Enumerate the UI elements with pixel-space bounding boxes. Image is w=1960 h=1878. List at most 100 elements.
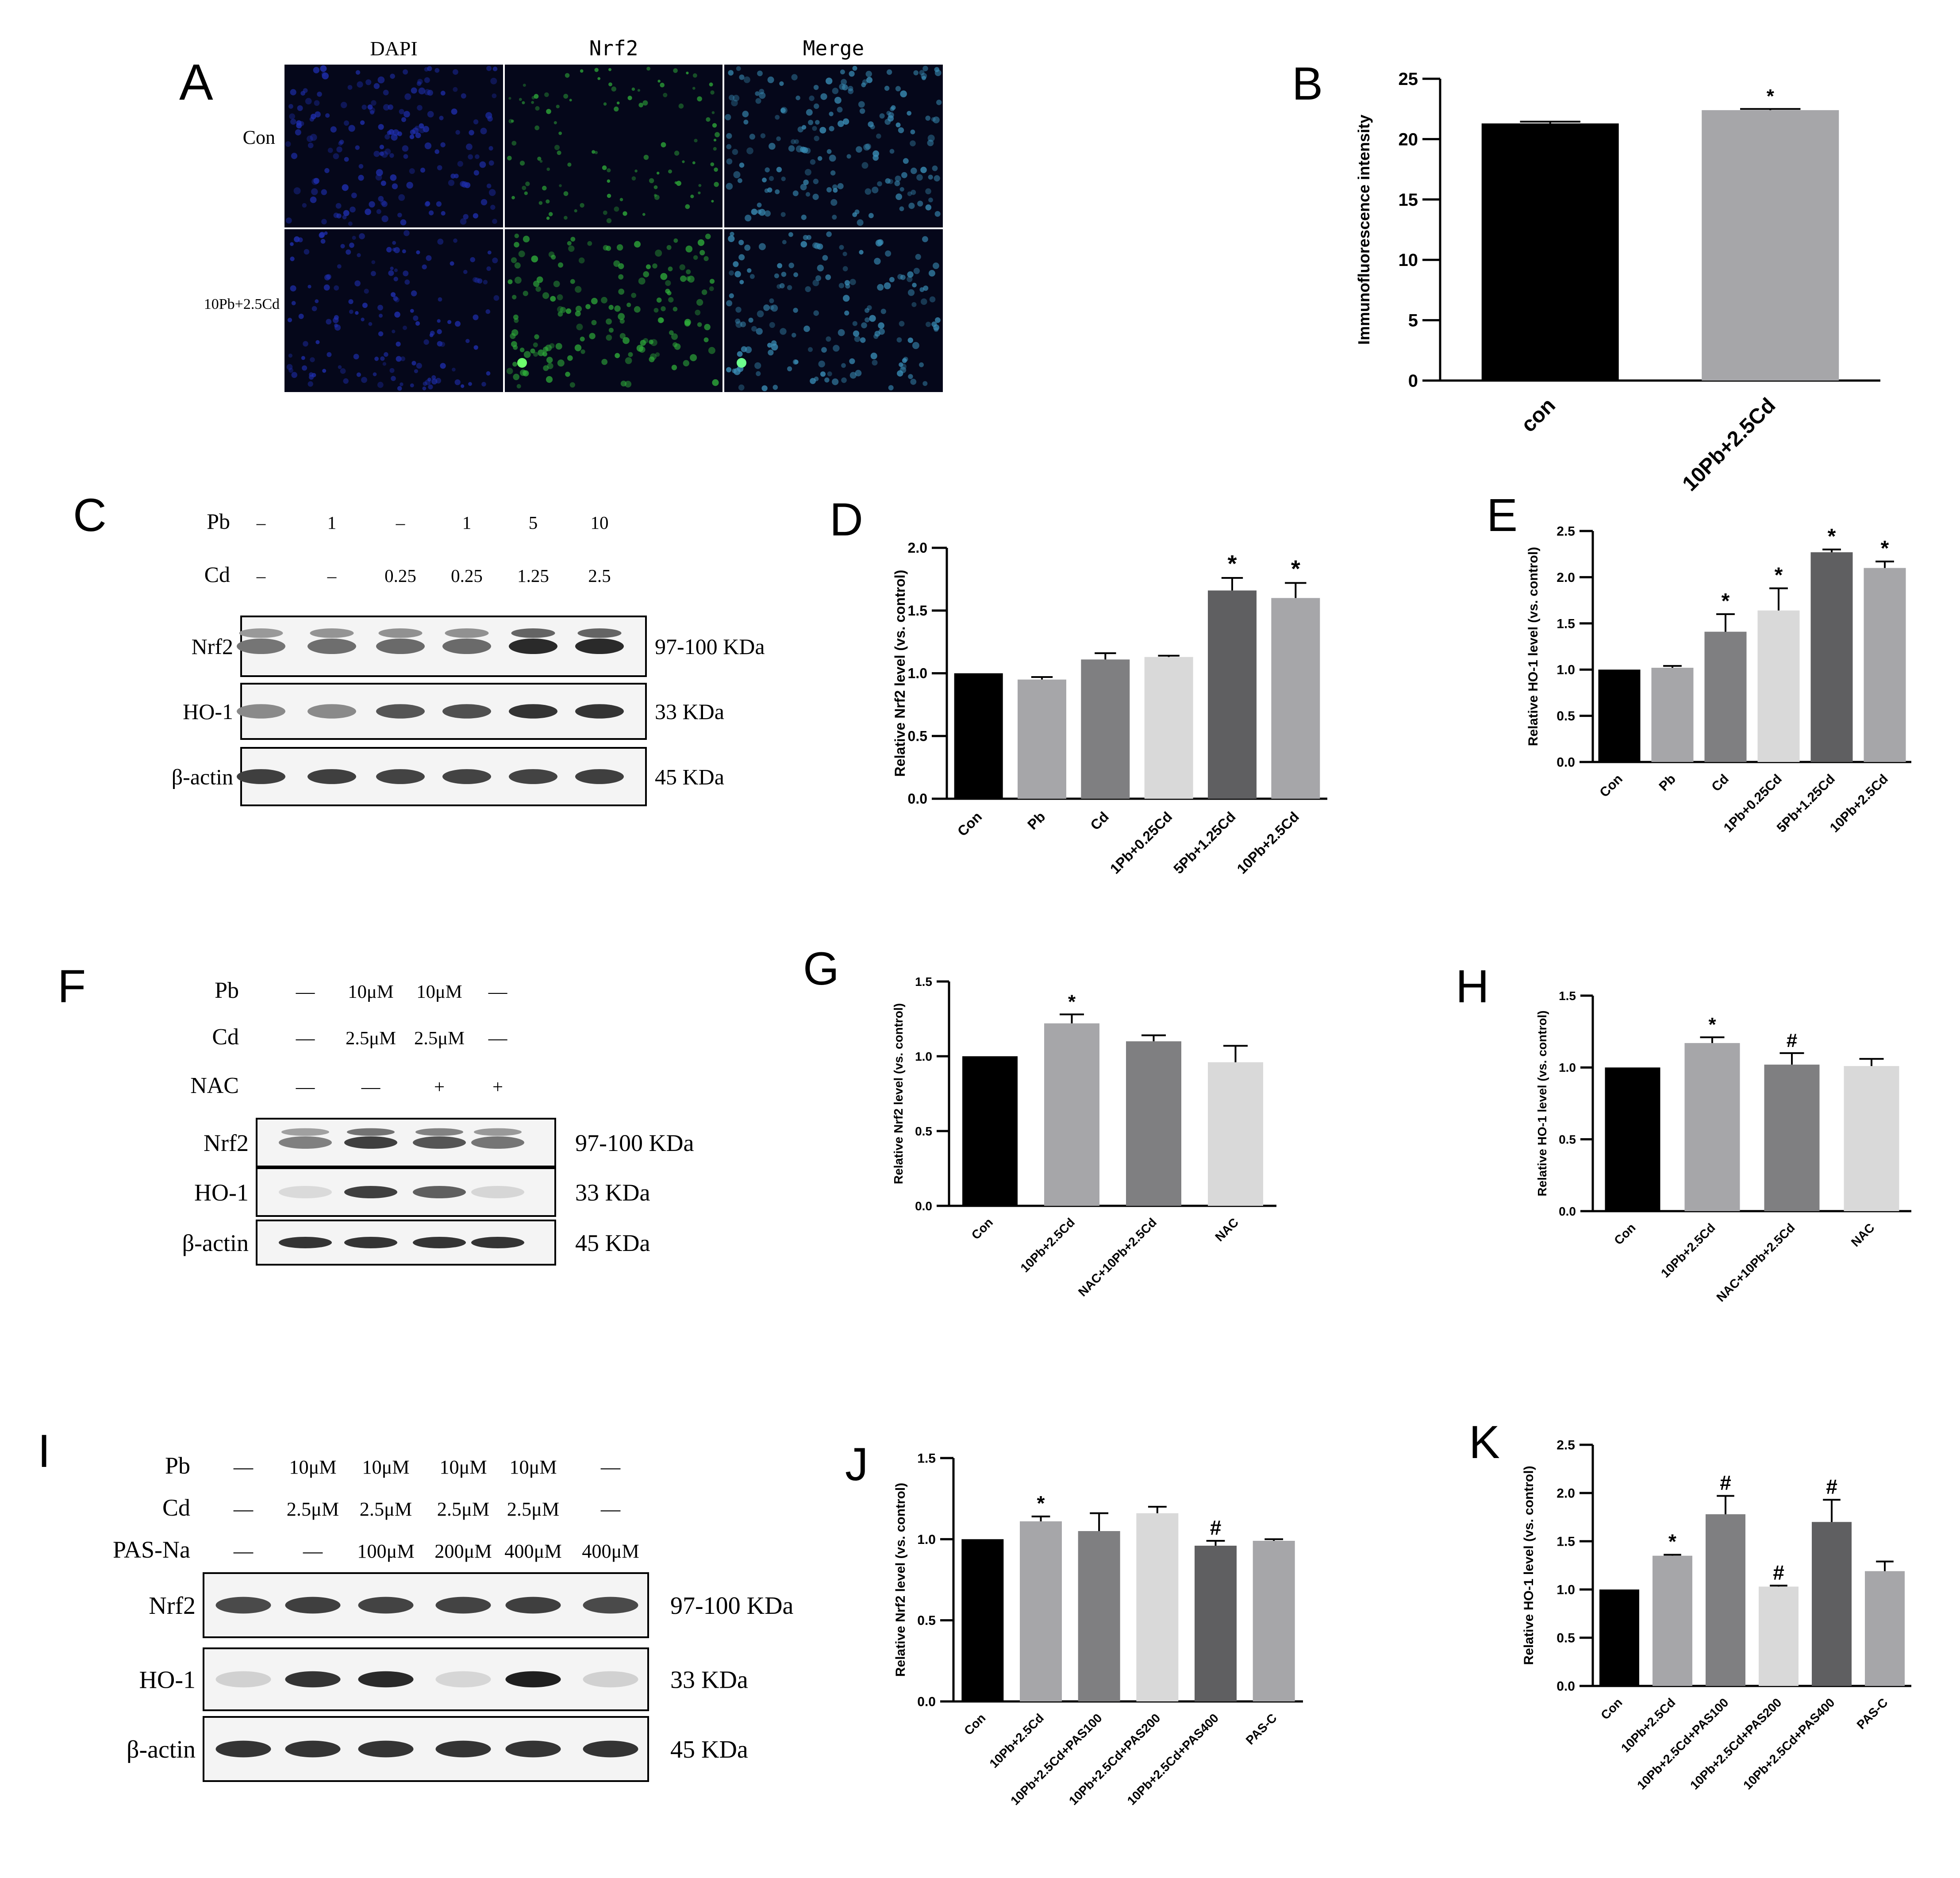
cell-dot: [910, 129, 915, 135]
cell-dot: [643, 271, 649, 277]
category-label: 10Pb+2.5Cd: [987, 1711, 1046, 1771]
lane-value: +: [434, 1077, 445, 1097]
cell-dot: [415, 132, 421, 139]
cell-dot: [771, 304, 778, 312]
cell-dot: [325, 113, 330, 118]
cell-dot: [386, 247, 392, 253]
lane-value: 0.25: [384, 566, 416, 586]
cell-dot: [814, 377, 819, 381]
cell-dot: [392, 247, 396, 252]
cell-dot: [434, 149, 439, 154]
cell-dot: [473, 119, 479, 124]
cell-dot: [848, 88, 854, 94]
cell-dot: [419, 127, 426, 133]
cell-dot: [326, 274, 331, 280]
cell-dot: [646, 264, 651, 269]
panel-letter-i: I: [38, 1425, 50, 1477]
cell-dot: [699, 250, 705, 256]
cell-dot: [849, 358, 855, 364]
cell-dot: [597, 77, 600, 80]
cell-dot: [820, 371, 826, 377]
cell-dot: [392, 129, 400, 136]
cell-dot: [928, 197, 933, 203]
lane-value: 1: [462, 512, 472, 533]
lane-value: —: [361, 1077, 380, 1097]
cell-dot: [410, 309, 414, 313]
cell-dot: [680, 275, 687, 282]
chart-h: 0.0 0.5 1.0 1.5 Relative HO-1 level (vs. con…: [1535, 989, 1911, 1305]
cell-dot: [910, 378, 917, 385]
cell-dot: [859, 250, 864, 255]
cell-dot: [631, 292, 637, 298]
category-label: PAS-C: [1854, 1696, 1891, 1732]
cell-dot: [849, 279, 856, 285]
cell-dot: [715, 132, 720, 138]
cell-dot: [601, 296, 607, 304]
bar: [1020, 1521, 1062, 1701]
cell-dot: [814, 103, 819, 109]
cell-dot: [738, 178, 742, 183]
band: [285, 1597, 341, 1614]
cell-dot: [334, 323, 338, 328]
cell-dot: [815, 275, 821, 281]
cell-dot: [511, 196, 515, 200]
lane-value: –: [327, 566, 337, 586]
cell-dot: [511, 341, 517, 347]
bar: [1044, 1023, 1099, 1206]
cell-dot: [307, 142, 314, 149]
category-label: Con: [1597, 772, 1626, 800]
cell-dot: [895, 193, 902, 200]
cell-dot: [422, 386, 427, 391]
bar: [1144, 657, 1193, 799]
cell-dot: [594, 151, 598, 154]
cell-dot: [802, 147, 808, 154]
cell-dot: [815, 120, 820, 125]
cell-dot: [589, 333, 596, 339]
cell-dot: [506, 368, 513, 374]
cell-dot: [907, 271, 914, 278]
cell-dot: [874, 258, 881, 265]
molecular-weight-label: 97-100 KDa: [670, 1592, 794, 1620]
significance-mark: #: [1773, 1561, 1784, 1584]
cell-dot: [304, 249, 310, 255]
cell-dot: [553, 121, 557, 124]
cell-dot: [781, 272, 787, 277]
cell-dot: [814, 135, 819, 141]
cell-dot: [618, 313, 625, 320]
cell-dot: [775, 115, 780, 120]
significance-mark: *: [1037, 1492, 1045, 1515]
cell-dot: [518, 250, 525, 258]
cell-dot: [671, 333, 678, 340]
cell-dot: [678, 103, 684, 109]
cell-dot: [608, 68, 611, 71]
cell-dot: [378, 331, 384, 337]
band: [471, 1136, 524, 1149]
band: [509, 638, 557, 654]
cell-dot: [576, 323, 583, 331]
row-label-con: Con: [243, 127, 275, 148]
band: [215, 1597, 271, 1614]
cell-dot: [486, 183, 492, 189]
cell-dot: [903, 158, 909, 164]
bar: [1598, 670, 1641, 762]
cell-dot: [729, 270, 734, 276]
protein-label: Nrf2: [204, 1130, 249, 1156]
cell-dot: [324, 168, 330, 173]
cell-dot: [701, 289, 707, 295]
cell-dot: [921, 76, 926, 81]
chart-j: 0.0 0.5 1.0 1.5 Relative Nrf2 level (vs. con…: [893, 1451, 1303, 1808]
cell-dot: [315, 299, 319, 304]
cell-dot: [384, 148, 391, 155]
cell-dot: [404, 230, 410, 236]
panel-letter-c: C: [73, 489, 107, 541]
cell-dot: [780, 328, 787, 335]
bar: [1136, 1513, 1179, 1701]
band: [215, 1740, 271, 1758]
cell-dot: [558, 131, 562, 135]
cell-dot: [322, 369, 327, 373]
cell-dot: [740, 321, 746, 327]
cell-dot: [473, 314, 479, 320]
band: [237, 638, 285, 654]
bar-charts: 0 5 10 15 20 25 Immunofluorescence intensity co…: [892, 69, 1911, 1808]
